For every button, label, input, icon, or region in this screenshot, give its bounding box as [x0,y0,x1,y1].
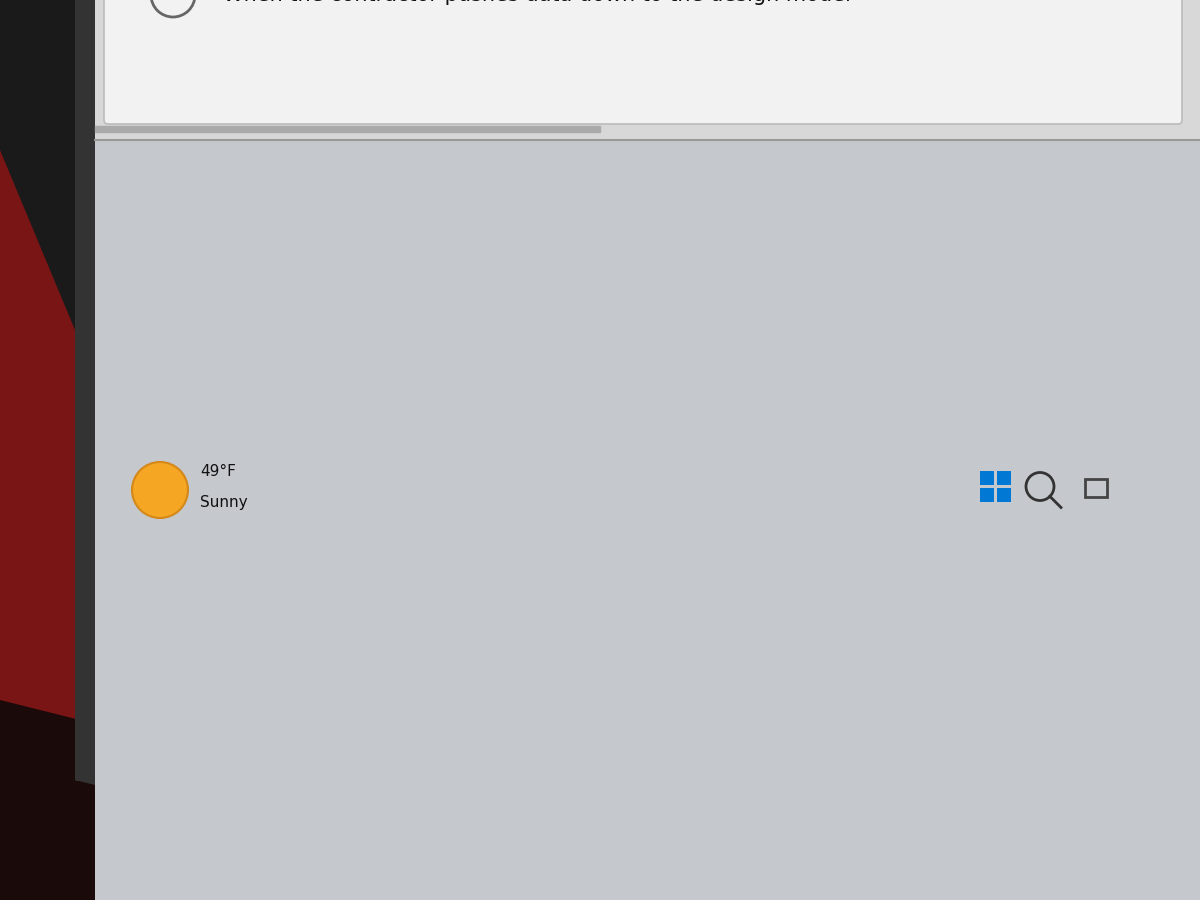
Polygon shape [74,0,1200,900]
FancyBboxPatch shape [980,471,994,485]
FancyBboxPatch shape [980,488,994,502]
Text: 49°F: 49°F [200,464,236,480]
FancyBboxPatch shape [997,488,1010,502]
Circle shape [132,462,188,518]
FancyBboxPatch shape [95,140,1200,900]
Polygon shape [74,0,95,785]
Text: When the contractor pushes data down to the design model: When the contractor pushes data down to … [223,0,851,5]
Polygon shape [0,700,200,900]
Polygon shape [0,150,74,900]
FancyBboxPatch shape [104,0,1182,124]
FancyBboxPatch shape [997,471,1010,485]
Text: Sunny: Sunny [200,494,247,509]
